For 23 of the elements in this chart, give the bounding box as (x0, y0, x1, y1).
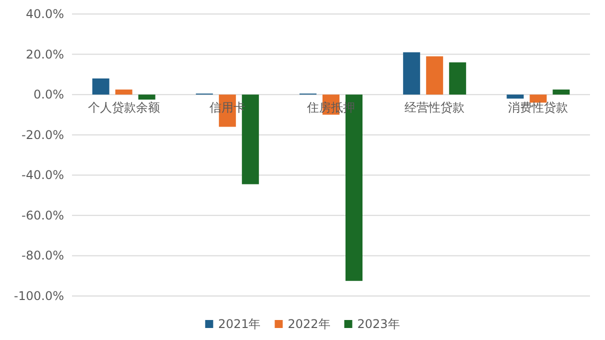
bar (530, 94, 547, 103)
bar (552, 90, 570, 95)
bar (426, 56, 444, 95)
legend-label: 2021年 (218, 317, 261, 331)
x-tick-label: 个人贷款余额 (88, 100, 160, 115)
y-tick-label: 0.0% (34, 88, 64, 102)
bar (506, 94, 524, 99)
bar (92, 78, 110, 95)
y-tick-label: -100.0% (14, 289, 64, 303)
y-tick-label: 40.0% (26, 7, 64, 21)
bar (138, 94, 156, 100)
y-tick-label: -60.0% (22, 208, 64, 222)
bar (403, 52, 420, 95)
x-tick-label: 消费性贷款 (508, 100, 568, 115)
bar (115, 90, 132, 95)
x-tick-label: 经营性贷款 (404, 100, 465, 115)
bar (449, 62, 466, 95)
legend-label: 2023年 (357, 317, 400, 331)
y-tick-label: 20.0% (26, 47, 64, 62)
y-tick-label: -40.0% (22, 168, 64, 182)
y-tick-label: -20.0% (22, 128, 64, 142)
legend-label: 2022年 (288, 317, 330, 331)
y-tick-label: -80.0% (22, 248, 64, 263)
